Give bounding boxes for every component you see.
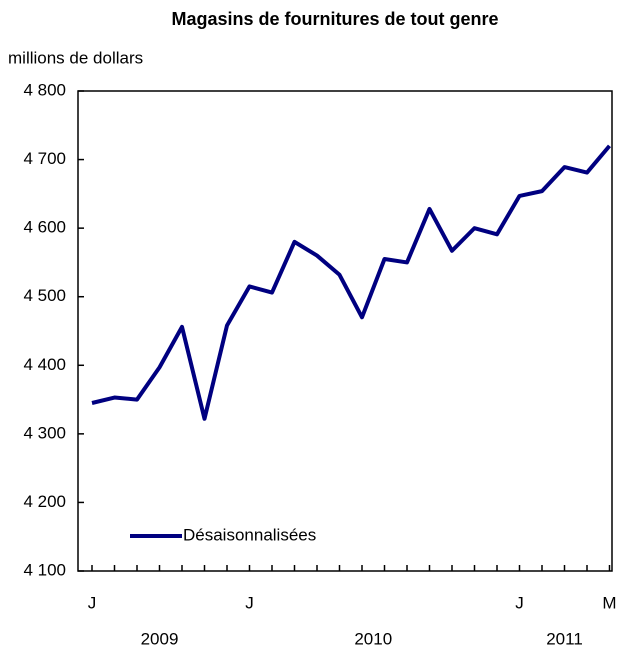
chart-title: Magasins de fournitures de tout genre [171, 9, 498, 29]
y-tick-label: 4 500 [23, 286, 66, 305]
year-label: 2009 [141, 629, 179, 648]
legend-label: Désaisonnalisées [183, 525, 316, 544]
y-tick-label: 4 800 [23, 80, 66, 99]
x-tick-label: J [515, 593, 524, 612]
x-tick-label: J [88, 593, 97, 612]
year-label: 2011 [546, 629, 583, 648]
plot-frame [77, 90, 613, 572]
y-tick-label: 4 400 [23, 355, 66, 374]
x-tick-label: M [602, 593, 616, 612]
y-tick-label: 4 200 [23, 492, 66, 511]
x-tick-label: J [245, 593, 254, 612]
y-axis-label: millions de dollars [8, 48, 143, 67]
y-tick-label: 4 100 [23, 560, 66, 579]
year-label: 2010 [354, 629, 392, 648]
y-tick-label: 4 700 [23, 149, 66, 168]
y-tick-label: 4 600 [23, 218, 66, 237]
data-line [91, 144, 612, 421]
y-tick-label: 4 300 [23, 423, 66, 442]
